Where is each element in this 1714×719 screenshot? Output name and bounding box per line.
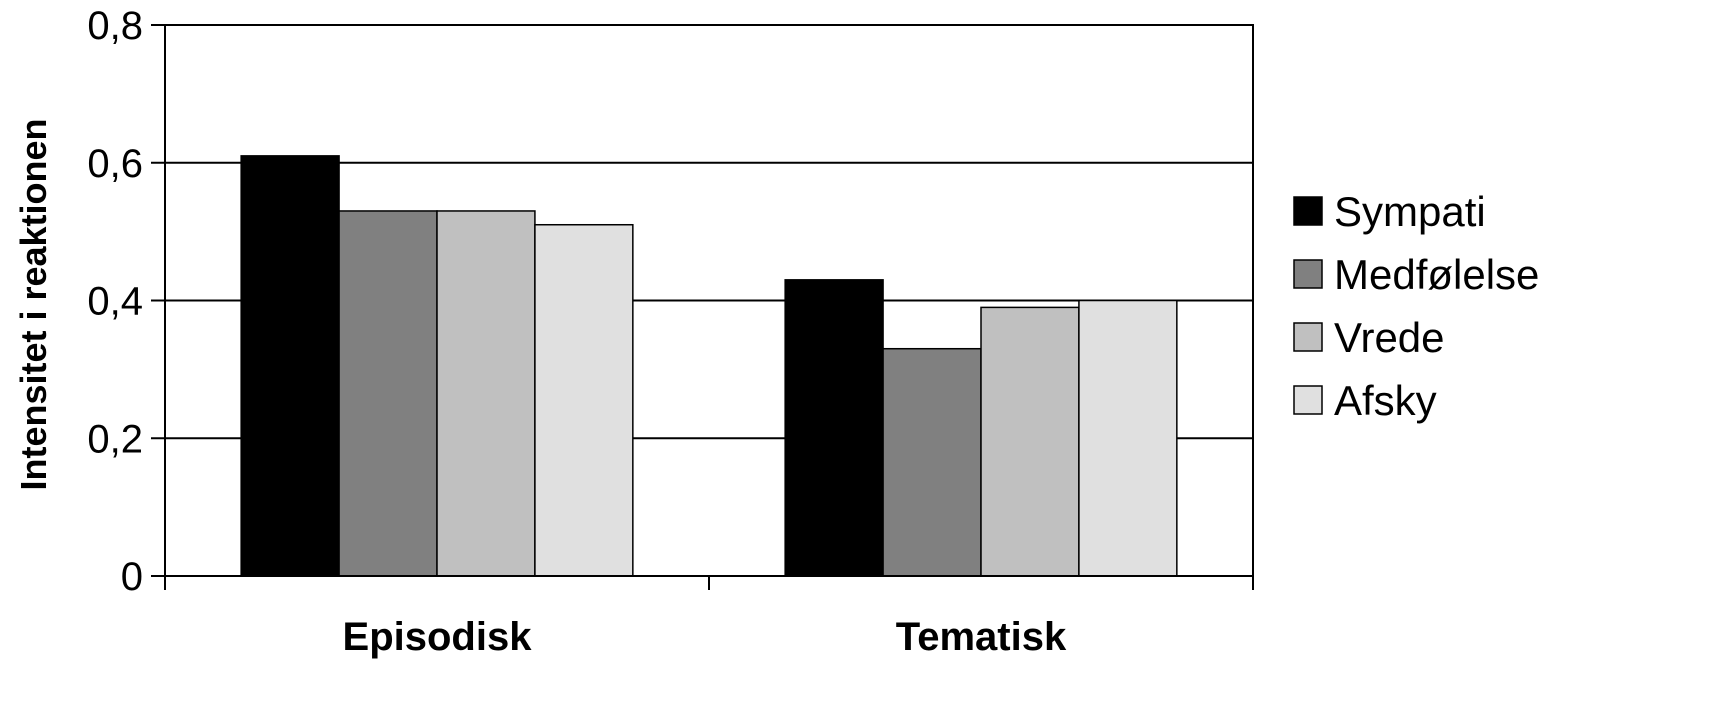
x-axis: Episodisk Tematisk [164,576,1254,659]
legend-label: Vrede [1334,314,1445,361]
y-tick-label: 0,4 [87,280,143,324]
bar-afsky-tematisk [1078,299,1178,577]
bar-vrede-tematisk [980,306,1080,577]
y-tick-label: 0,2 [87,417,143,461]
x-tick-label: Episodisk [343,615,533,659]
x-tick-label: Tematisk [896,615,1067,659]
legend: Sympati Medfølelse Vrede Afsky [1293,188,1539,424]
y-axis-label: Intensitet i reaktionen [13,118,54,490]
bars [240,155,1178,577]
legend-swatch [1293,322,1323,352]
y-axis: 0 0,2 0,4 0,6 0,8 [87,4,165,599]
legend-label: Medfølelse [1334,251,1539,298]
bar-sympati-tematisk [784,279,884,577]
bar-medfølelse-tematisk [882,347,982,577]
bar-afsky-episodisk [534,223,634,577]
legend-swatch [1293,385,1323,415]
legend-swatch [1293,196,1323,226]
bar-medfølelse-episodisk [338,210,438,577]
legend-label: Afsky [1334,377,1437,424]
bar-vrede-episodisk [436,210,536,577]
legend-swatch [1293,259,1323,289]
y-tick-label: 0 [121,555,143,599]
y-tick-label: 0,6 [87,142,143,186]
legend-label: Sympati [1334,188,1486,235]
bar-sympati-episodisk [240,155,340,577]
y-tick-label: 0,8 [87,4,143,48]
